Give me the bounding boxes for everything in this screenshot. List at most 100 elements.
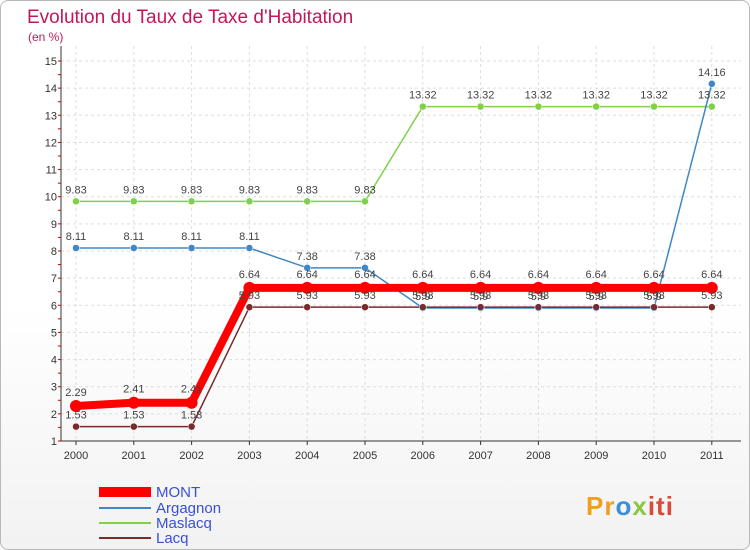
data-point-mont xyxy=(648,281,660,294)
data-label-maslacq: 13.32 xyxy=(525,90,553,102)
data-point-maslacq xyxy=(708,102,716,111)
legend-label-mont: MONT xyxy=(156,484,201,501)
data-label-argagnon: 8.11 xyxy=(239,231,260,243)
data-point-argagnon xyxy=(245,244,254,252)
y-tick-label: 9 xyxy=(51,219,57,231)
data-label-mont: 6.64 xyxy=(296,269,317,281)
data-point-lacq xyxy=(245,303,254,311)
data-point-mont xyxy=(70,399,82,412)
data-point-maslacq xyxy=(534,102,543,111)
data-label-argagnon: 8.11 xyxy=(181,231,202,243)
data-point-mont xyxy=(474,281,487,294)
data-point-maslacq xyxy=(650,102,658,111)
y-tick-label: 4 xyxy=(51,355,57,367)
x-tick-label: 2002 xyxy=(179,450,203,462)
data-label-lacq: 5.93 xyxy=(239,290,260,302)
data-point-lacq xyxy=(534,303,543,311)
data-point-lacq xyxy=(130,422,138,431)
data-point-mont xyxy=(590,281,603,294)
data-label-mont: 6.64 xyxy=(643,269,664,281)
y-tick-label: 6 xyxy=(51,300,57,312)
data-point-argagnon xyxy=(72,244,80,252)
y-tick-label: 12 xyxy=(45,137,57,149)
data-point-maslacq xyxy=(72,197,80,206)
legend-label-argagnon: Argagnon xyxy=(156,500,222,517)
data-label-argagnon: 5.9 xyxy=(646,291,661,303)
data-label-argagnon: 8.11 xyxy=(66,231,87,243)
data-label-mont: 6.64 xyxy=(239,269,260,281)
series-line-lacq xyxy=(76,306,712,428)
data-point-argagnon xyxy=(187,244,196,252)
data-label-mont: 6.64 xyxy=(470,269,491,281)
legend-swatch-argagnon xyxy=(99,507,151,509)
x-tick-label: 2001 xyxy=(122,450,146,462)
data-label-maslacq: 9.83 xyxy=(181,184,202,196)
data-label-argagnon: 5.9 xyxy=(415,291,430,303)
legend-label-maslacq: Maslacq xyxy=(156,515,212,532)
data-label-argagnon: 5.9 xyxy=(531,291,546,303)
data-point-maslacq xyxy=(592,102,600,111)
x-tick-label: 2010 xyxy=(642,450,666,462)
data-label-maslacq: 9.83 xyxy=(65,184,86,196)
data-label-lacq: 5.93 xyxy=(412,290,433,302)
data-label-argagnon: 7.38 xyxy=(296,251,317,263)
data-label-lacq: 1.53 xyxy=(65,410,86,422)
data-point-lacq xyxy=(361,303,369,311)
data-point-mont xyxy=(532,281,545,294)
data-label-argagnon: 8.11 xyxy=(124,231,145,243)
data-label-maslacq: 13.32 xyxy=(582,90,610,102)
data-label-maslacq: 13.32 xyxy=(640,90,668,102)
legend-swatch-lacq xyxy=(99,537,151,539)
data-label-mont: 6.64 xyxy=(528,269,549,281)
data-label-lacq: 1.53 xyxy=(123,410,144,422)
data-point-lacq xyxy=(592,303,600,311)
data-point-argagnon xyxy=(361,264,369,272)
y-tick-label: 3 xyxy=(51,382,57,394)
data-label-lacq: 5.93 xyxy=(470,290,491,302)
data-label-maslacq: 9.83 xyxy=(239,184,260,196)
data-label-mont: 2.29 xyxy=(65,387,86,399)
y-tick-label: 5 xyxy=(51,327,57,339)
y-tick-label: 14 xyxy=(45,83,57,95)
data-label-lacq: 5.93 xyxy=(701,290,722,302)
x-tick-label: 2008 xyxy=(526,450,550,462)
series-line-mont xyxy=(75,283,712,410)
data-point-lacq xyxy=(187,422,196,431)
data-point-maslacq xyxy=(245,197,254,206)
y-tick-label: 13 xyxy=(45,110,57,122)
data-label-maslacq: 13.32 xyxy=(467,90,495,102)
data-point-lacq xyxy=(72,422,80,431)
data-point-lacq xyxy=(303,303,311,311)
data-label-lacq: 5.93 xyxy=(585,290,606,302)
series-line-argagnon xyxy=(76,83,713,309)
data-label-lacq: 5.93 xyxy=(296,290,317,302)
data-label-mont: 6.64 xyxy=(354,269,375,281)
data-point-maslacq xyxy=(419,102,427,111)
x-tick-label: 2000 xyxy=(64,450,88,462)
data-label-lacq: 1.53 xyxy=(181,410,202,422)
data-point-maslacq xyxy=(361,197,369,206)
data-label-mont: 6.64 xyxy=(585,269,606,281)
data-point-argagnon xyxy=(303,264,311,272)
data-point-argagnon xyxy=(708,80,716,88)
data-label-maslacq: 13.32 xyxy=(698,90,726,102)
data-label-maslacq: 13.32 xyxy=(409,90,437,102)
data-label-lacq: 5.93 xyxy=(528,290,549,302)
x-tick-label: 2004 xyxy=(295,450,319,462)
data-point-lacq xyxy=(708,303,716,311)
x-tick-label: 2007 xyxy=(468,450,492,462)
data-label-maslacq: 9.83 xyxy=(296,184,317,196)
legend-swatch-maslacq xyxy=(99,522,151,524)
data-point-mont xyxy=(416,281,429,294)
data-label-argagnon: 5.9 xyxy=(589,291,604,303)
data-label-lacq: 5.93 xyxy=(354,290,375,302)
data-point-maslacq xyxy=(187,197,196,206)
data-point-lacq xyxy=(476,303,485,311)
x-tick-label: 2003 xyxy=(237,450,261,462)
data-label-mont: 2.41 xyxy=(123,384,144,396)
data-label-argagnon: 5.9 xyxy=(473,291,488,303)
x-tick-label: 2005 xyxy=(353,450,377,462)
data-point-lacq xyxy=(650,303,658,311)
